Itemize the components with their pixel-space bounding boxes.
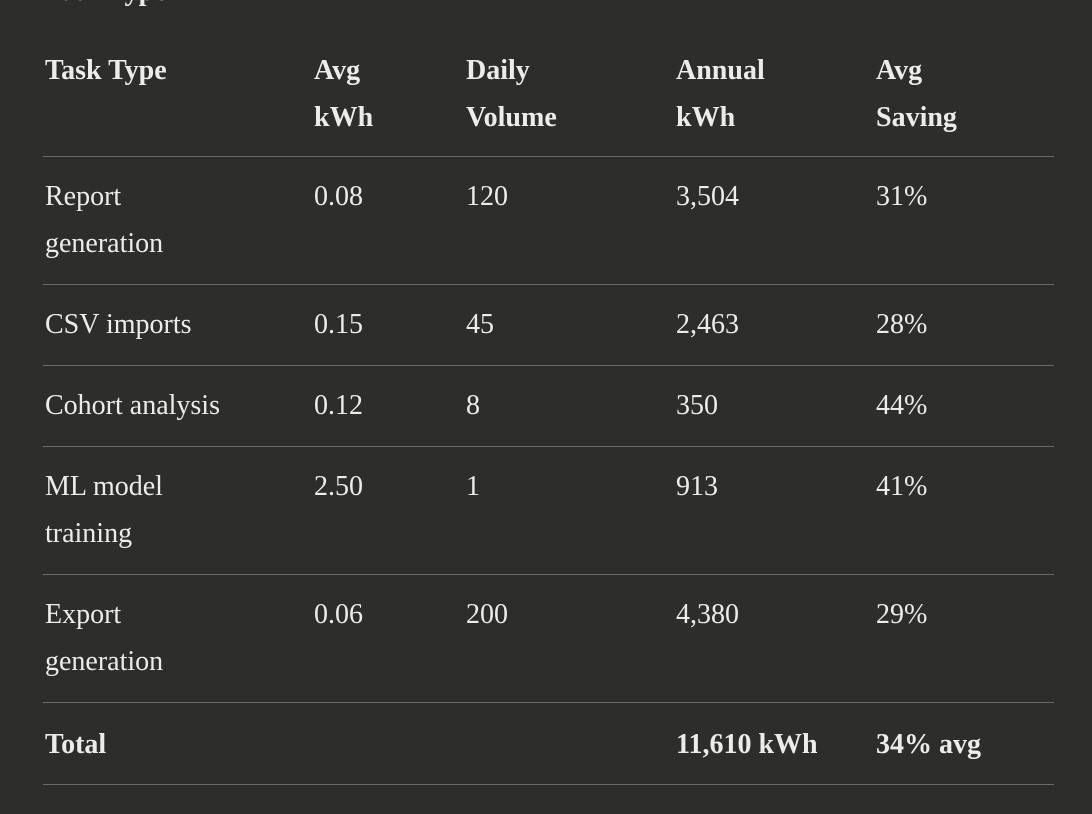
cell-avg-kwh: 0.06 [314, 599, 363, 630]
table-row: ML model training 2.50 1 913 41% [43, 447, 1054, 575]
header-daily-volume: Daily Volume [466, 55, 557, 133]
cell-daily-volume: 120 [466, 181, 508, 212]
cell-annual-kwh: 350 [676, 390, 718, 421]
cell-avg-kwh: 0.12 [314, 390, 363, 421]
cell-avg-kwh: 0.15 [314, 309, 363, 340]
cell-task: Cohort analysis [45, 390, 220, 421]
header-task-type: Task Type [45, 55, 167, 86]
total-avg-kwh-empty [312, 721, 464, 768]
cell-avg-kwh: 2.50 [314, 471, 363, 502]
table-row: Export generation 0.06 200 4,380 29% [43, 575, 1054, 703]
total-daily-volume-empty [464, 721, 674, 768]
cell-annual-kwh: 913 [676, 471, 718, 502]
total-annual-kwh: 11,610 kWh [676, 729, 818, 760]
table-total-row: Total 11,610 kWh 34% avg [43, 703, 1054, 785]
cell-avg-saving: 41% [876, 471, 928, 502]
cell-avg-saving: 31% [876, 181, 928, 212]
table-header-row: Task Type Avg kWh Daily Volume Annual kW… [43, 42, 1054, 157]
section-heading: Task Type [45, 0, 167, 8]
cell-task: Report generation [45, 181, 164, 259]
cell-task: ML model training [45, 471, 163, 549]
header-annual-kwh: Annual kWh [676, 55, 765, 133]
table-row: Report generation 0.08 120 3,504 31% [43, 157, 1054, 285]
cell-daily-volume: 45 [466, 309, 494, 340]
energy-table: Task Type Avg kWh Daily Volume Annual kW… [43, 42, 1054, 785]
cell-avg-saving: 29% [876, 599, 928, 630]
cell-avg-kwh: 0.08 [314, 181, 363, 212]
total-label: Total [45, 729, 107, 760]
table-row: Cohort analysis 0.12 8 350 44% [43, 366, 1054, 447]
cell-annual-kwh: 3,504 [676, 181, 739, 212]
cell-task: CSV imports [45, 309, 192, 340]
table-row: CSV imports 0.15 45 2,463 28% [43, 285, 1054, 366]
cell-annual-kwh: 2,463 [676, 309, 739, 340]
header-avg-saving: Avg Saving [876, 55, 957, 133]
cell-daily-volume: 200 [466, 599, 508, 630]
cell-avg-saving: 44% [876, 390, 928, 421]
cell-task: Export generation [45, 599, 164, 677]
total-avg-saving: 34% avg [876, 729, 981, 760]
cell-annual-kwh: 4,380 [676, 599, 739, 630]
cell-avg-saving: 28% [876, 309, 928, 340]
cell-daily-volume: 8 [466, 390, 480, 421]
cell-daily-volume: 1 [466, 471, 480, 502]
header-avg-kwh: Avg kWh [314, 55, 374, 133]
